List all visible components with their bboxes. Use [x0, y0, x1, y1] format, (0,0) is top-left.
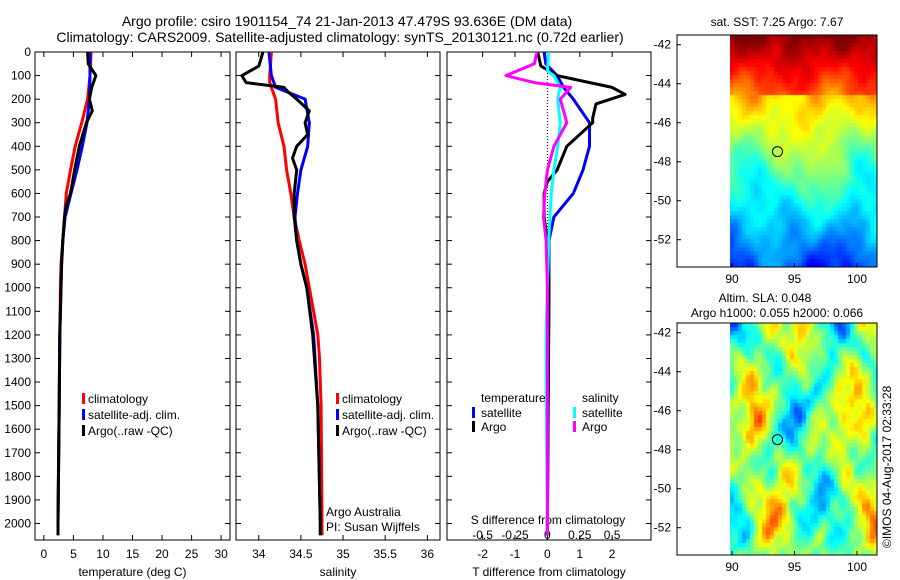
y-tick-label: 1500: [4, 399, 31, 413]
legend-swatch-satellite: [82, 409, 85, 420]
x-axis-label: salinity: [320, 565, 357, 579]
plot-frame: [235, 51, 441, 541]
legend-label-t_argo: Argo: [481, 420, 507, 434]
x-tick-label: 35.5: [374, 547, 398, 561]
legend-swatch-s_argo: [573, 421, 576, 432]
legend-label-climatology: climatology: [342, 392, 402, 406]
x-tick-label: 2: [609, 547, 616, 561]
x-tick-label: 30: [214, 547, 228, 561]
annotation-line1: Argo Australia: [326, 505, 401, 519]
panel-temperature: 0100200300400500600700800900100011001200…: [4, 45, 231, 579]
series-line-satellite-adj-clim-: [267, 51, 322, 536]
y-tick-label: 1100: [5, 304, 31, 318]
y-tick-label: 2000: [4, 516, 31, 530]
x-tick-label: 35: [336, 547, 350, 561]
legend-swatch-s_sat: [573, 407, 576, 418]
legend-label-satellite: satellite-adj. clim.: [88, 408, 180, 422]
x-axis-label: T difference from climatology: [472, 565, 626, 579]
legend-label-argo: Argo(..raw -QC): [88, 424, 173, 438]
legend-swatch-satellite: [336, 409, 339, 420]
y-tick-label: 300: [11, 116, 31, 130]
x-tick-label: 10: [96, 547, 110, 561]
series-line-climatology: [268, 51, 324, 536]
title-line1: Argo profile: csiro 1901154_74 21-Jan-20…: [122, 13, 572, 29]
legend-swatch-climatology: [336, 393, 339, 404]
plot-frame: [446, 51, 652, 541]
legend-swatch-t_sat: [472, 407, 475, 418]
legend-label-s_sat: satellite: [582, 406, 623, 420]
legend-label-satellite: satellite-adj. clim.: [342, 408, 434, 422]
y-tick-label: 200: [11, 92, 31, 106]
legend-label-t_sat: satellite: [481, 406, 522, 420]
y-tick-label: 1900: [4, 493, 31, 507]
x-tick-label: -2: [477, 547, 488, 561]
y-tick-label: 400: [11, 139, 31, 153]
x-tick-label: 36: [421, 547, 435, 561]
annotation-line2: PI: Susan Wijffels: [326, 520, 420, 534]
y-tick-label: 100: [11, 69, 31, 83]
x-tick-label: 0: [544, 547, 551, 561]
x-tick-label: 5: [70, 547, 77, 561]
y-tick-label: 1700: [4, 446, 31, 460]
series-line-salinity-argo: [504, 51, 573, 536]
y-tick-label: 700: [11, 210, 31, 224]
legend-title-salinity: salinity: [582, 391, 619, 405]
series-line-temperature-argo: [536, 51, 627, 536]
credit-text: ©IMOS 04-Aug-2017 02:33:28: [880, 385, 894, 548]
sla-heatmap: [730, 323, 877, 555]
s-tick-label: -0.5: [472, 528, 493, 542]
y-tick-label: 600: [11, 186, 31, 200]
legend-label-argo: Argo(..raw -QC): [342, 424, 427, 438]
legend-swatch-argo: [82, 425, 85, 436]
plot-frame: [34, 51, 231, 541]
legend-title-temperature: temperature: [481, 391, 546, 405]
legend-swatch-climatology: [82, 393, 85, 404]
series-line-argo-raw-qc-: [56, 51, 98, 536]
y-tick-label: 1600: [4, 422, 31, 436]
y-tick-label: 1200: [4, 328, 31, 342]
panel-salinity: 34 34.5 35 35.5 36 salinity climatology satelli…: [235, 51, 441, 579]
legend-label-s_argo: Argo: [582, 420, 608, 434]
x-tick-label: 34: [252, 547, 266, 561]
y-tick-label: 900: [11, 257, 31, 271]
x-tick-label: 20: [155, 547, 169, 561]
y-tick-label: 1400: [4, 375, 31, 389]
s-tick-label: 0.25: [568, 528, 592, 542]
title-line2: Climatology: CARS2009. Satellite-adjuste…: [56, 29, 623, 45]
y-tick-label: 500: [11, 163, 31, 177]
y-tick-label: 0: [24, 45, 31, 59]
panel-difference: -2 -1 0 1 2 T difference from climatology -0.5…: [446, 51, 652, 579]
y-tick-label: 1000: [4, 281, 31, 295]
series-line-argo-raw-qc-: [240, 51, 322, 536]
s-tick-label: -0.25: [501, 528, 529, 542]
sst-heatmap: [730, 35, 877, 267]
s-tick-label: 0.5: [604, 528, 621, 542]
x-tick-label: 15: [126, 547, 140, 561]
legend-swatch-argo: [336, 425, 339, 436]
y-tick-label: 1800: [4, 469, 31, 483]
x-axis-label: temperature (deg C): [78, 565, 186, 579]
x-tick-label: -1: [510, 547, 521, 561]
legend-label-climatology: climatology: [88, 392, 148, 406]
y-tick-label: 800: [11, 234, 31, 248]
x-tick-label: 25: [185, 547, 199, 561]
x-tick-label: 0: [41, 547, 48, 561]
y-tick-label: 1300: [4, 351, 31, 365]
x-tick-label: 1: [576, 547, 583, 561]
x-tick-label: 34.5: [289, 547, 313, 561]
legend-swatch-t_argo: [472, 421, 475, 432]
